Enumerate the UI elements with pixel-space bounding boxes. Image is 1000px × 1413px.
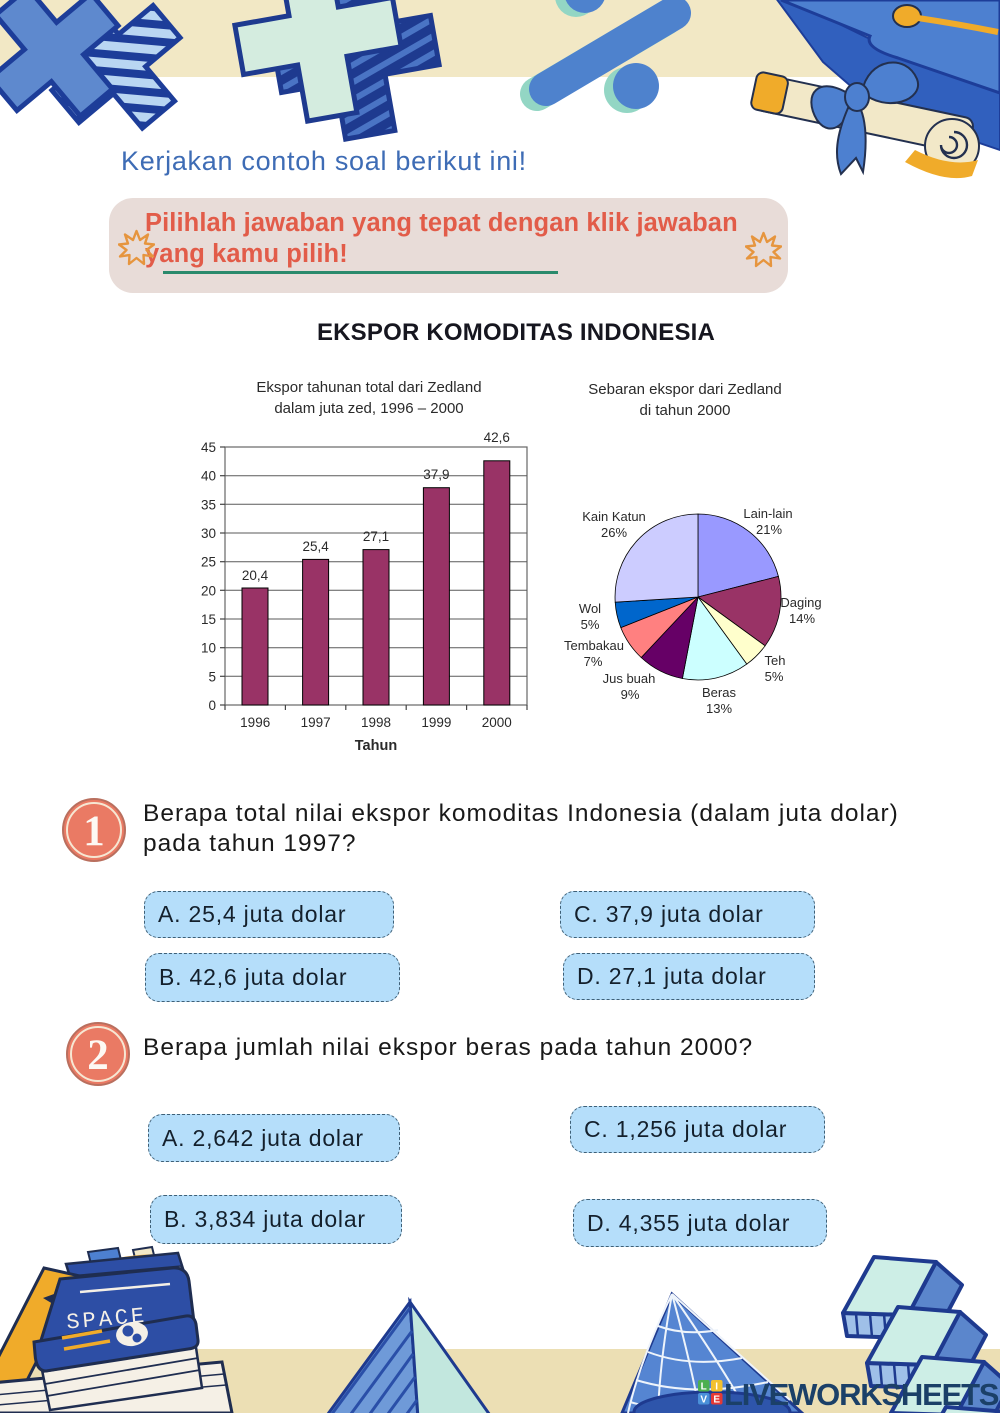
svg-text:45: 45 — [201, 440, 216, 455]
svg-text:20,4: 20,4 — [242, 568, 269, 583]
svg-text:9%: 9% — [621, 687, 640, 702]
svg-text:30: 30 — [201, 526, 216, 541]
svg-text:2000: 2000 — [482, 715, 512, 730]
svg-text:Tahun: Tahun — [355, 738, 397, 754]
svg-text:Sebaran ekspor dari Zedland: Sebaran ekspor dari Zedland — [588, 381, 781, 398]
svg-text:1999: 1999 — [421, 715, 451, 730]
svg-text:Wol: Wol — [579, 601, 601, 616]
svg-text:25,4: 25,4 — [302, 539, 329, 554]
svg-text:dalam juta zed, 1996 – 2000: dalam juta zed, 1996 – 2000 — [274, 400, 463, 417]
svg-text:21%: 21% — [756, 522, 782, 537]
svg-text:7%: 7% — [584, 654, 603, 669]
svg-text:27,1: 27,1 — [363, 529, 389, 544]
svg-text:Tembakau: Tembakau — [564, 638, 624, 653]
svg-text:Daging: Daging — [780, 595, 821, 610]
svg-text:di tahun 2000: di tahun 2000 — [640, 402, 731, 419]
svg-text:E: E — [713, 1395, 720, 1406]
svg-text:1997: 1997 — [301, 715, 331, 730]
svg-text:5%: 5% — [765, 669, 784, 684]
svg-text:37,9: 37,9 — [423, 467, 449, 482]
svg-text:25: 25 — [201, 555, 216, 570]
svg-text:35: 35 — [201, 497, 216, 512]
svg-text:40: 40 — [201, 469, 216, 484]
svg-text:1: 1 — [83, 808, 105, 855]
svg-text:Ekspor tahunan total dari Zedl: Ekspor tahunan total dari Zedland — [256, 379, 481, 396]
svg-text:1998: 1998 — [361, 715, 391, 730]
svg-text:0: 0 — [208, 698, 216, 713]
svg-text:V: V — [700, 1395, 707, 1406]
svg-text:42,6: 42,6 — [484, 430, 510, 445]
svg-text:26%: 26% — [601, 525, 627, 540]
svg-text:14%: 14% — [789, 611, 815, 626]
svg-text:Kain Katun: Kain Katun — [582, 509, 646, 524]
svg-text:L: L — [701, 1382, 707, 1393]
svg-text:I: I — [715, 1382, 718, 1393]
svg-text:Lain-lain: Lain-lain — [743, 506, 792, 521]
svg-text:15: 15 — [201, 612, 216, 627]
svg-text:Teh: Teh — [765, 653, 786, 668]
svg-text:10: 10 — [201, 641, 216, 656]
svg-text:1996: 1996 — [240, 715, 270, 730]
svg-text:13%: 13% — [706, 701, 732, 716]
svg-text:5: 5 — [208, 669, 216, 684]
svg-text:5%: 5% — [581, 617, 600, 632]
svg-text:2: 2 — [87, 1032, 109, 1079]
svg-text:20: 20 — [201, 583, 216, 598]
svg-text:Beras: Beras — [702, 685, 736, 700]
svg-text:Jus buah: Jus buah — [603, 671, 656, 686]
